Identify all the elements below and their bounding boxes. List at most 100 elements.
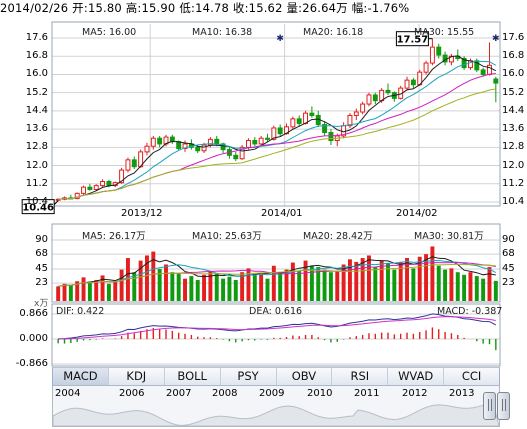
- tab-wvad[interactable]: WVAD: [388, 368, 445, 385]
- candle-body: [372, 94, 378, 102]
- macd-dif-legend: DIF: 0.422: [56, 306, 105, 317]
- high-label: 高:: [125, 1, 142, 15]
- volume-bar: [164, 264, 168, 301]
- candle-body: [182, 143, 188, 149]
- low-label: 低:: [179, 1, 196, 15]
- volume-bar: [125, 258, 130, 301]
- volume-bar: [151, 251, 156, 301]
- candle-body: [353, 111, 359, 116]
- low-marker-text: 10.46: [22, 203, 54, 214]
- price-ma10-legend: MA10: 16.38: [192, 27, 253, 38]
- volume-bar: [360, 258, 365, 301]
- volume-bar: [405, 258, 409, 301]
- indicator-tabs: MACD KDJ BOLL PSY OBV RSI WVAD CCI: [52, 367, 500, 386]
- high-value: 15.90: [141, 1, 176, 15]
- candle-body: [150, 137, 156, 147]
- volume-axis-tick: 45: [35, 263, 48, 274]
- candle-body: [55, 198, 61, 201]
- navigator-right-handle[interactable]: [497, 392, 510, 420]
- date-tick: 2014/02: [396, 208, 438, 219]
- panel-frames: [51, 21, 501, 367]
- volume-bar: [113, 281, 118, 301]
- time-range-navigator[interactable]: [52, 385, 500, 427]
- volume-unit: x万: [34, 299, 49, 309]
- tab-rsi[interactable]: RSI: [332, 368, 389, 385]
- price-axis-tick: 10.4: [502, 196, 525, 207]
- candle-body: [404, 79, 410, 89]
- volume-bar: [157, 269, 162, 301]
- candle-body: [487, 64, 492, 75]
- volume-bar: [411, 268, 416, 301]
- navigator-year: 2011: [354, 388, 380, 399]
- price-axis-tick: 13.6: [502, 123, 525, 135]
- close-label: 收:: [232, 1, 249, 15]
- volume-ma30-line: [58, 263, 496, 287]
- candle-body: [290, 118, 296, 128]
- volume-bar: [493, 280, 498, 301]
- tab-obv[interactable]: OBV: [277, 368, 333, 385]
- volume-bar: [303, 260, 308, 301]
- volume-bar: [56, 286, 61, 301]
- candle-body: [119, 169, 125, 184]
- navigator-left-handle[interactable]: [483, 392, 496, 420]
- volume-bar: [354, 261, 359, 301]
- tab-boll[interactable]: BOLL: [165, 368, 221, 385]
- tab-kdj[interactable]: KDJ: [109, 368, 165, 385]
- tab-psy[interactable]: PSY: [221, 368, 277, 385]
- volume-bar: [341, 264, 346, 301]
- volume-bar: [335, 270, 340, 301]
- candle-body: [410, 79, 416, 86]
- tab-cci[interactable]: CCI: [461, 369, 482, 383]
- volume-bar: [290, 262, 295, 301]
- volume-value: 26.64万: [302, 1, 348, 15]
- navigator-year: 2009: [259, 388, 285, 399]
- volume-panel-frame: [51, 223, 501, 303]
- price-ma5-legend: MA5: 16.00: [82, 27, 137, 38]
- volume-bar: [75, 281, 80, 301]
- candle-body: [87, 186, 93, 190]
- candle-body: [436, 46, 442, 56]
- candle-body: [233, 154, 239, 160]
- volume-bar: [81, 277, 86, 301]
- dea-line: [58, 316, 496, 340]
- high-marker: 17.57: [395, 31, 429, 47]
- volume-ma20-legend: MA20: 28.42万: [303, 231, 373, 242]
- candle-body: [195, 146, 201, 152]
- candlestick-series: [55, 38, 499, 201]
- candle-body: [423, 62, 429, 73]
- volume-bar: [316, 267, 321, 301]
- volume-bar: [138, 260, 143, 301]
- volume-bar: [227, 276, 232, 301]
- volume-bar: [221, 278, 226, 301]
- candle-body: [277, 127, 283, 135]
- volume-bar: [468, 272, 473, 301]
- candle-body: [100, 181, 106, 187]
- candle-body: [81, 186, 87, 194]
- candle-body: [176, 141, 182, 149]
- navigator-year: 2008: [212, 388, 238, 399]
- candle-body: [214, 138, 220, 145]
- volume-bar: [297, 270, 302, 301]
- navigator-year: 2007: [166, 388, 192, 399]
- price-axis-tick: 14.4: [502, 104, 525, 116]
- volume-bar: [367, 255, 371, 301]
- ma5-line: [58, 55, 497, 200]
- macd-axis-tick: 0.866: [19, 308, 48, 319]
- volume-bar: [62, 283, 67, 301]
- low-marker-box: [21, 199, 55, 215]
- volume-ma10-legend: MA10: 25.63万: [192, 231, 262, 242]
- candle-body: [74, 192, 80, 200]
- volume-bar: [183, 278, 187, 301]
- candle-body: [265, 137, 270, 140]
- price-axis-tick: 12.8: [502, 141, 525, 153]
- volume-bar: [436, 265, 441, 301]
- tab-macd[interactable]: MACD: [53, 368, 109, 385]
- volume-bar: [386, 263, 390, 301]
- volume-bar: [259, 273, 264, 301]
- price-panel-frame: [51, 21, 501, 207]
- price-ma20-legend: MA20: 16.18: [303, 27, 364, 38]
- navigator-year: 2004: [55, 388, 81, 399]
- candle-body: [201, 144, 207, 152]
- volume-bar: [430, 246, 435, 301]
